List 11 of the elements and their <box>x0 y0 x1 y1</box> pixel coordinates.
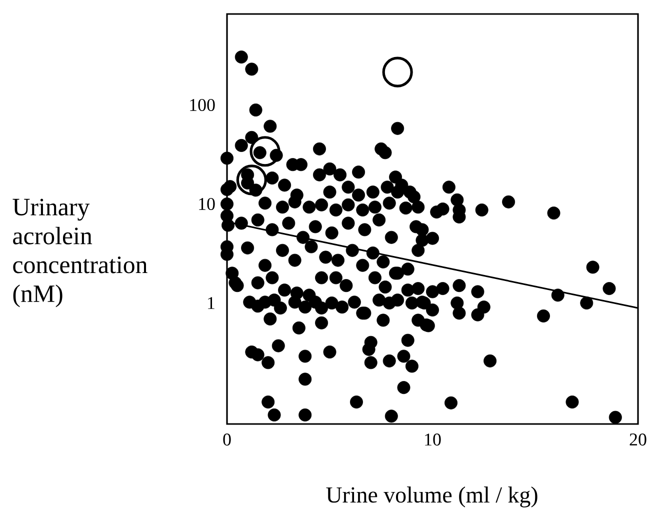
point <box>250 136 280 167</box>
y-tick-label: 10 <box>199 198 215 210</box>
point <box>236 164 267 196</box>
x-axis-title: Urine volume (ml / kg) <box>326 486 538 508</box>
y-tick-label: 1 <box>208 297 214 309</box>
x-tick-label: 20 <box>630 434 646 446</box>
y-tick-label: 100 <box>190 98 215 112</box>
x-tick-label: 0 <box>223 434 231 446</box>
point <box>382 56 413 88</box>
y-axis-title: Urinary acrolein concentration (nM) <box>12 198 148 308</box>
x-tick-label: 10 <box>425 434 441 446</box>
